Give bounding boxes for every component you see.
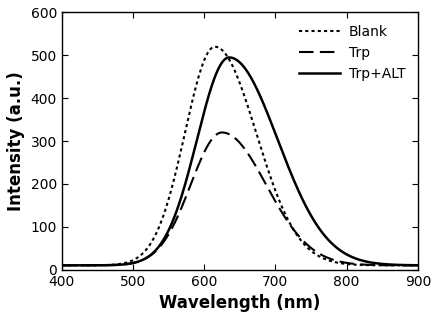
X-axis label: Wavelength (nm): Wavelength (nm)	[159, 294, 321, 312]
Trp+ALT	[370, 261, 375, 265]
Blank	[415, 263, 420, 267]
Trp+ALT	[408, 263, 413, 267]
Blank	[211, 45, 216, 49]
Blank	[59, 263, 64, 267]
Trp+ALT	[121, 263, 126, 266]
Blank	[196, 76, 201, 80]
Trp+ALT	[211, 78, 216, 82]
Trp	[219, 130, 225, 134]
Trp+ALT	[196, 132, 201, 136]
Trp	[370, 263, 375, 267]
Trp	[408, 263, 413, 267]
Trp	[415, 263, 420, 267]
Trp	[121, 263, 126, 266]
Trp	[59, 263, 64, 267]
Trp+ALT	[59, 263, 64, 267]
Trp+ALT	[415, 263, 420, 267]
Trp	[100, 263, 105, 267]
Legend: Blank, Trp, Trp+ALT: Blank, Trp, Trp+ALT	[293, 19, 411, 86]
Blank	[100, 263, 105, 267]
Blank	[121, 261, 126, 265]
Trp+ALT	[100, 263, 105, 267]
Trp+ALT	[226, 56, 232, 59]
Line: Blank: Blank	[62, 47, 418, 265]
Trp	[196, 164, 201, 167]
Y-axis label: Intensity (a.u.): Intensity (a.u.)	[7, 71, 25, 211]
Line: Trp+ALT: Trp+ALT	[62, 57, 418, 265]
Trp	[211, 135, 216, 139]
Blank	[212, 45, 218, 49]
Line: Trp: Trp	[62, 132, 418, 265]
Blank	[370, 263, 375, 267]
Blank	[408, 263, 413, 267]
